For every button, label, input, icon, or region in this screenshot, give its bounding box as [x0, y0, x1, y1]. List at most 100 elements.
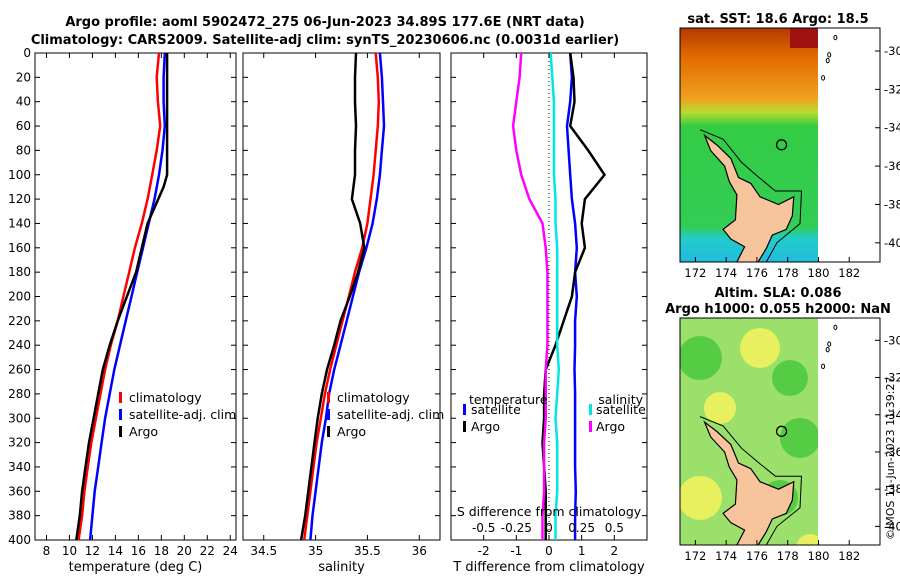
legend-label: Argo — [596, 419, 625, 434]
ytick-label: 80 — [16, 143, 31, 157]
s-xtick-label: 0 — [545, 521, 553, 535]
legend-marker — [119, 426, 122, 437]
series-salinity-argo — [511, 52, 549, 540]
legend-label: satellite — [471, 402, 521, 417]
xtick-label: 14 — [108, 544, 123, 558]
title-line-1: Argo profile: aoml 5902472_275 06-Jun-20… — [65, 15, 585, 30]
ytick-label: 60 — [16, 119, 31, 133]
s-xtick-label: 0.5 — [605, 521, 624, 535]
map-blank-area — [818, 28, 880, 262]
xtick-label: 0 — [545, 544, 553, 558]
shelf-contour — [699, 416, 803, 545]
s-difference-label: S difference from climatology — [457, 504, 642, 519]
series-satellite-adj-clim — [88, 52, 167, 541]
map-xtick-label: 174 — [715, 549, 737, 563]
legend-salinity-title: salinity — [598, 392, 643, 407]
s-xtick-label: -0.25 — [501, 521, 532, 535]
map-xtick-label: 176 — [746, 549, 768, 563]
map-ytick-label: -36 — [884, 159, 900, 173]
legend-label: satellite-adj. clim — [337, 407, 444, 422]
xtick-label: 10 — [62, 544, 77, 558]
ytick-label: 220 — [8, 314, 31, 328]
xtick-label: 24 — [223, 544, 238, 558]
legend-marker — [589, 404, 592, 415]
ytick-label: 20 — [16, 70, 31, 84]
map-xtick-label: 180 — [807, 266, 829, 280]
xtick-label: 35 — [308, 544, 323, 558]
map-ytick-label: -38 — [884, 482, 900, 496]
map-ytick-label: -36 — [884, 445, 900, 459]
series-salinity-satellite — [549, 52, 561, 540]
ytick-label: 0 — [23, 46, 31, 60]
legend-marker — [463, 421, 466, 432]
legend-label: satellite — [596, 402, 646, 417]
legend-label: Argo — [129, 424, 158, 439]
map-ytick-label: -40 — [884, 236, 900, 250]
map-xtick-label: 172 — [684, 266, 706, 280]
shelf-contour — [699, 129, 803, 262]
imos-credit: ©IMOS 11-Jun-2023 11:39:27 — [884, 376, 897, 540]
s-xtick-label: 0.25 — [568, 521, 595, 535]
map-ytick-label: -32 — [884, 371, 900, 385]
xtick-label: 22 — [200, 544, 215, 558]
map-ytick-label: -34 — [884, 121, 900, 135]
ytick-label: 340 — [8, 460, 31, 474]
map-sla_map — [679, 317, 881, 546]
map-blank-area — [818, 318, 880, 545]
xtick-label: -1 — [510, 544, 522, 558]
ytick-label: 320 — [8, 436, 31, 450]
legend-label: Argo — [471, 419, 500, 434]
ytick-label: 380 — [8, 509, 31, 523]
island-marker — [827, 341, 832, 347]
ytick-label: 120 — [8, 192, 31, 206]
sla-blob — [796, 534, 818, 545]
warm-patch — [790, 28, 818, 48]
island-marker — [833, 324, 838, 331]
map-frame — [679, 317, 881, 546]
map-xtick-label: 182 — [838, 266, 860, 280]
map-ytick-label: -34 — [884, 408, 900, 422]
xtick-label: 12 — [85, 544, 100, 558]
legend-marker — [327, 409, 330, 420]
sst-map-title: sat. SST: 18.6 Argo: 18.5 — [687, 12, 868, 27]
island-marker — [833, 34, 838, 41]
map-field — [680, 28, 818, 262]
ytick-label: 200 — [8, 290, 31, 304]
ytick-label: 180 — [8, 265, 31, 279]
north-island — [703, 133, 795, 262]
legend-marker — [327, 392, 330, 403]
map-sst_map — [679, 27, 881, 263]
xtick-label: 16 — [131, 544, 146, 558]
legend-marker — [327, 426, 330, 437]
xtick-label: 35.5 — [354, 544, 381, 558]
sla-map-title-line-1: Altim. SLA: 0.086 — [715, 286, 842, 301]
island-marker — [827, 52, 832, 58]
legend-label: satellite-adj. clim — [129, 407, 236, 422]
ytick-label: 400 — [8, 533, 31, 547]
plot-frame-difference — [450, 52, 648, 541]
xtick-label: -2 — [478, 544, 490, 558]
xtick-label: 1 — [578, 544, 586, 558]
map-xtick-label: 180 — [807, 549, 829, 563]
sla-map-title-line-2: Argo h1000: 0.055 h2000: NaN — [665, 302, 891, 317]
xlabel-difference: T difference from climatology — [452, 560, 645, 575]
ytick-label: 100 — [8, 168, 31, 182]
series-climatology — [77, 52, 162, 541]
map-xtick-label: 178 — [777, 549, 799, 563]
ytick-label: 280 — [8, 387, 31, 401]
series-temperature-satellite — [565, 52, 579, 540]
ytick-label: 40 — [16, 95, 31, 109]
map-xtick-label: 182 — [838, 549, 860, 563]
plot-frame-salinity — [242, 52, 441, 541]
argo-position-marker — [775, 139, 788, 151]
ytick-label: 240 — [8, 338, 31, 352]
island-marker — [821, 75, 826, 81]
map-xtick-label: 174 — [715, 266, 737, 280]
map-frame — [679, 27, 881, 263]
ytick-label: 260 — [8, 363, 31, 377]
sla-blob — [680, 476, 722, 520]
legend-label: climatology — [129, 390, 202, 405]
sla-blob — [740, 328, 780, 368]
map-ytick-label: -38 — [884, 197, 900, 211]
